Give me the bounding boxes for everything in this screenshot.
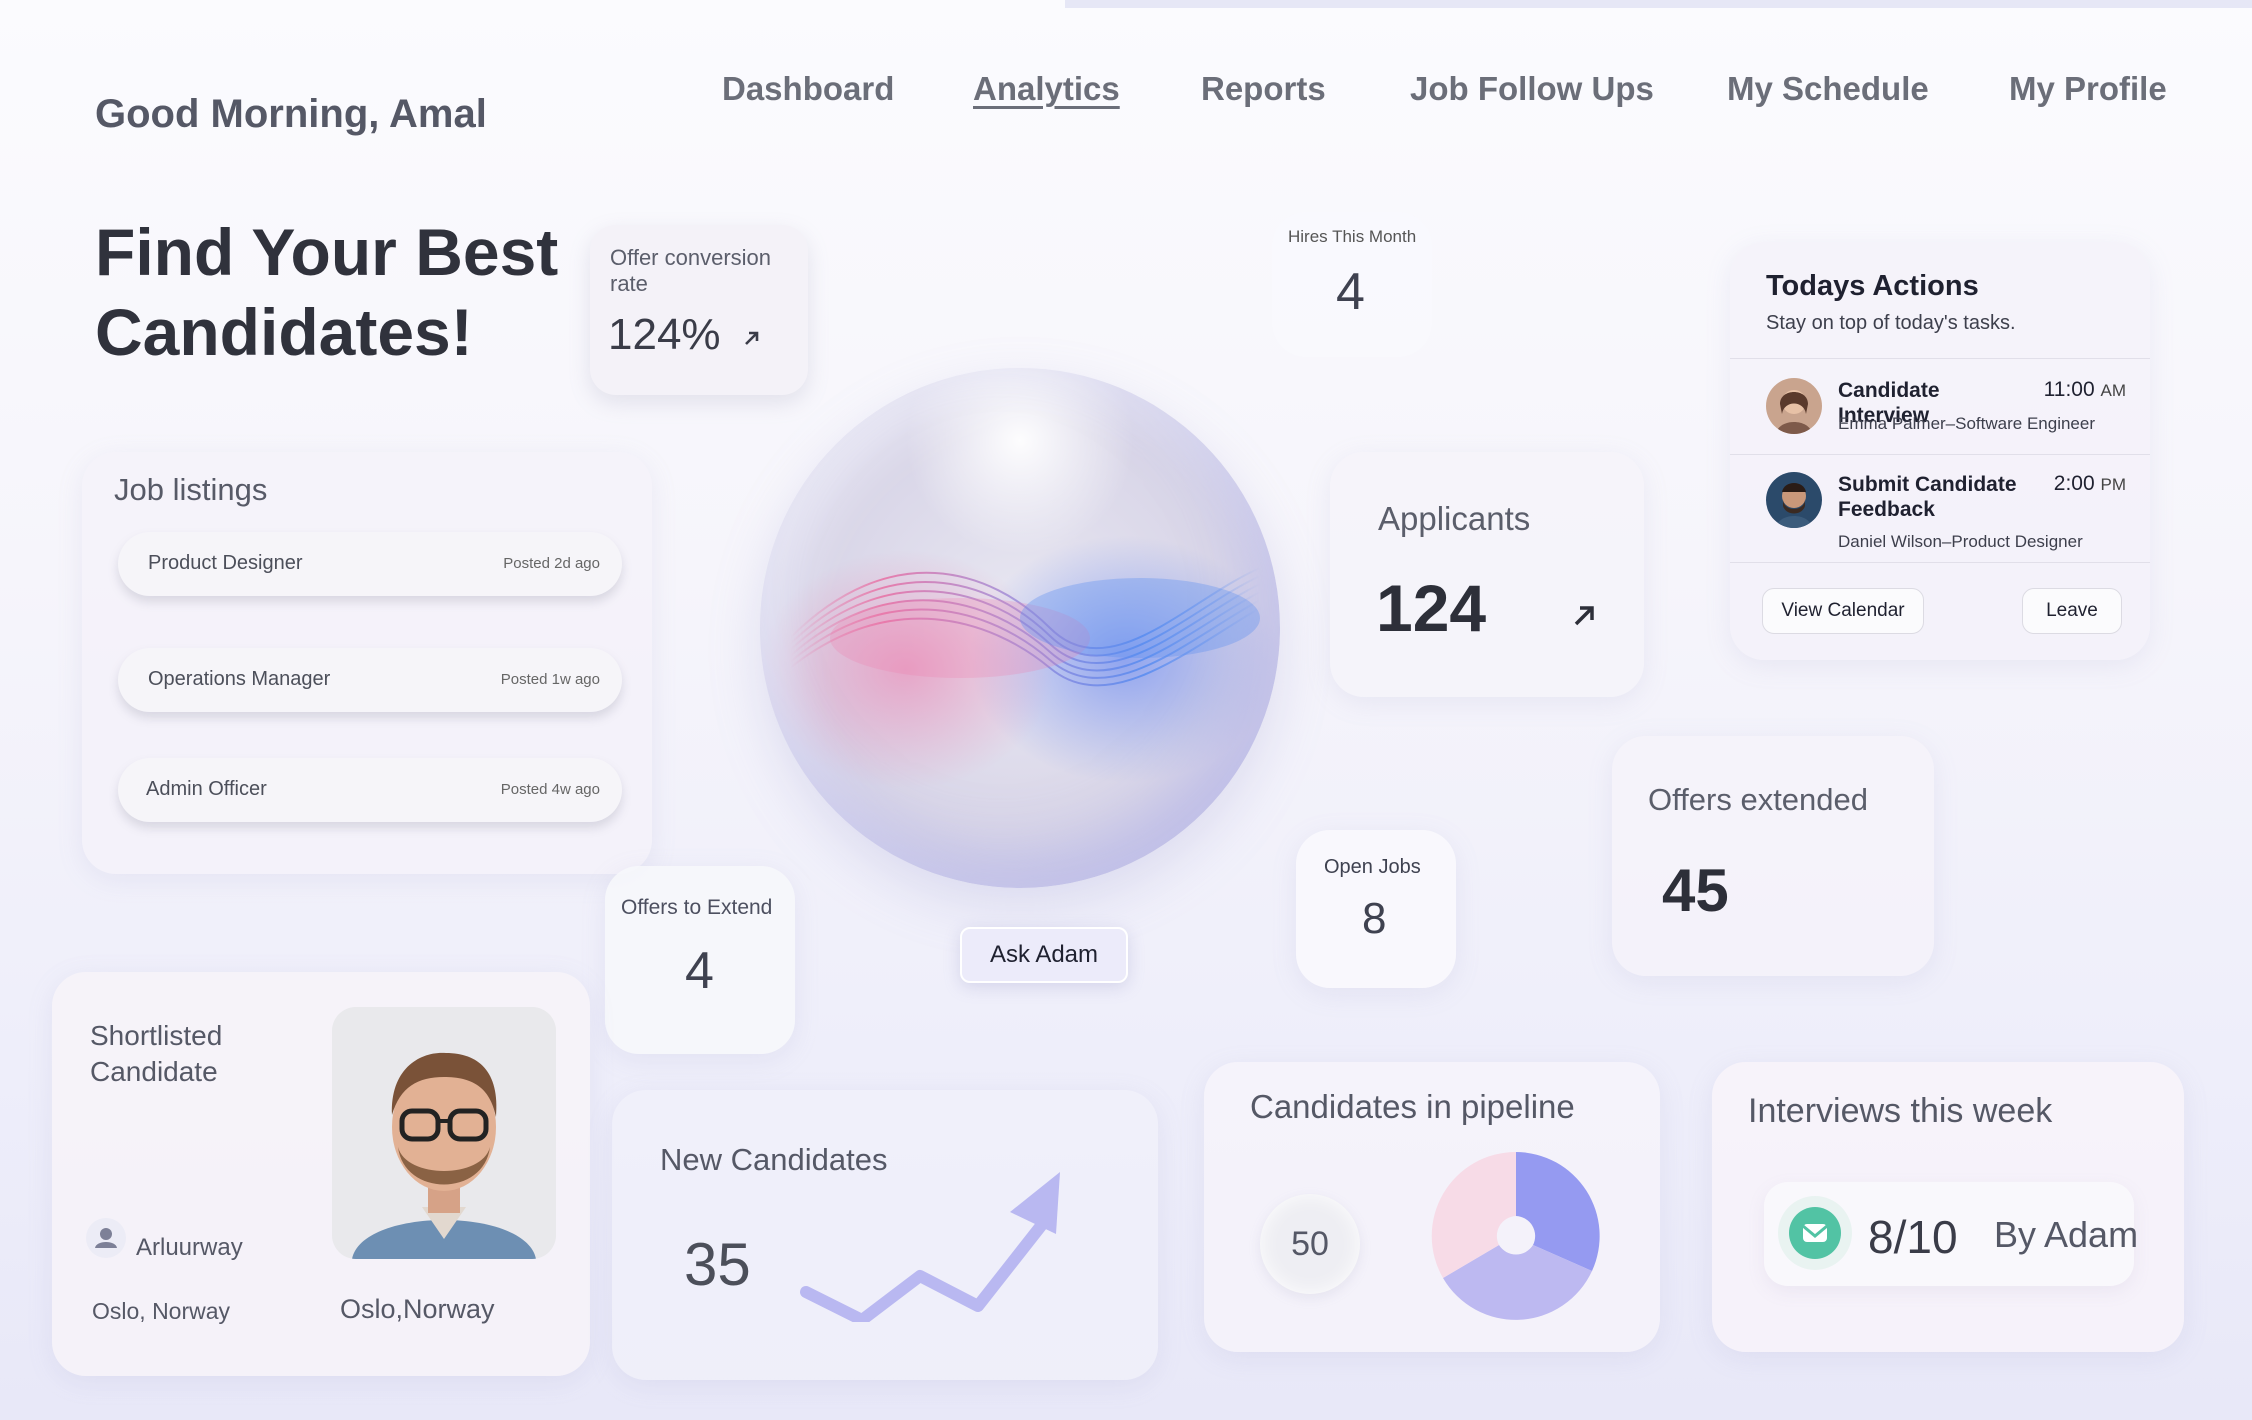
todays-actions-title: Todays Actions [1766, 270, 1979, 302]
hires-this-month-label: Hires This Month [1288, 227, 1417, 246]
task-time: 11:00 AM [2044, 378, 2126, 402]
leave-button[interactable]: Leave [2022, 588, 2122, 634]
job-listing-item[interactable]: Product Designer Posted 2d ago [118, 532, 622, 596]
task-time-value: 2:00 [2053, 472, 2095, 495]
avatar [1766, 378, 1822, 434]
job-listings-title: Job listings [114, 472, 268, 507]
interviews-by: By Adam [1994, 1214, 2139, 1255]
interviews-stat: 8/10 By Adam [1764, 1182, 2138, 1286]
open-jobs-card: Open Jobs 8 [1296, 830, 1456, 988]
offers-to-extend-card: Offers to Extend 4 [605, 866, 795, 1054]
hero-title: Find Your Best Candidates! [95, 212, 558, 372]
avatar [1766, 472, 1822, 528]
job-listings-card: Job listings Product Designer Posted 2d … [82, 452, 652, 874]
hero-line-1: Find Your Best [95, 215, 559, 289]
applicants-value: 124 [1376, 571, 1487, 645]
candidate-location: Oslo, Norway [92, 1298, 231, 1324]
job-title: Operations Manager [148, 668, 331, 690]
user-icon [86, 1218, 126, 1258]
nav-analytics[interactable]: Analytics [973, 70, 1120, 107]
todays-actions-card: Todays Actions Stay on top of today's ta… [1730, 242, 2150, 660]
hires-this-month-card: Hires This Month 4 [1272, 212, 1432, 357]
applicants-label: Applicants [1378, 500, 1531, 537]
hero-line-2: Candidates! [95, 295, 473, 369]
new-candidates-label: New Candidates [660, 1142, 888, 1177]
job-posted-date: Posted 4w ago [500, 781, 600, 798]
offers-to-extend-value: 4 [685, 942, 714, 1000]
greeting: Good Morning, Amal [95, 92, 487, 136]
shortlisted-label: Shortlisted Candidate [90, 1020, 223, 1087]
job-listing-item[interactable]: Operations Manager Posted 1w ago [118, 648, 622, 712]
offers-extended-card: Offers extended 45 [1612, 736, 1934, 976]
open-jobs-label: Open Jobs [1324, 856, 1421, 878]
todays-actions-subtitle: Stay on top of today's tasks. [1766, 312, 2016, 334]
pipeline-card: Candidates in pipeline 50 [1204, 1062, 1660, 1352]
ask-adam-button[interactable]: Ask Adam [960, 927, 1128, 983]
arrow-up-right-icon [1574, 606, 1594, 626]
offer-conversion-value: 124% [608, 310, 763, 360]
hires-this-month-value: 4 [1336, 263, 1365, 321]
task-time-period: PM [2100, 475, 2127, 494]
offer-conversion-label: Offer conversion rate [610, 245, 772, 296]
top-accent-bar [1065, 0, 2252, 8]
task-item[interactable]: Candidate Interview 11:00 AM Emma Palmer… [1766, 378, 2136, 448]
offers-to-extend-label: Offers to Extend [621, 896, 773, 919]
job-title: Admin Officer [146, 778, 267, 800]
divider [1730, 358, 2150, 359]
nav-dashboard[interactable]: Dashboard [722, 70, 895, 107]
view-calendar-button[interactable]: View Calendar [1762, 588, 1924, 634]
candidate-photo [332, 1007, 556, 1259]
job-posted-date: Posted 2d ago [503, 555, 600, 572]
task-title: Submit Candidate Feedback [1838, 473, 2017, 521]
ai-orb[interactable] [760, 368, 1280, 888]
job-title: Product Designer [148, 552, 303, 574]
pipeline-label: Candidates in pipeline [1250, 1088, 1575, 1125]
task-title: Candidate Interview [1838, 379, 1940, 427]
task-time-value: 11:00 [2043, 378, 2095, 401]
candidate-name: Arluurway [136, 1234, 243, 1261]
nav-job-follow-ups[interactable]: Job Follow Ups [1410, 70, 1654, 107]
trend-up-icon [800, 1172, 1060, 1322]
interviews-card: Interviews this week 8/10 By Adam [1712, 1062, 2184, 1352]
nav-reports[interactable]: Reports [1201, 70, 1326, 107]
shortlisted-candidate-card: Shortlisted Candidate Arluurway Oslo, No… [52, 972, 590, 1376]
task-item[interactable]: Submit Candidate Feedback 2:00 PM Daniel… [1766, 472, 2136, 562]
orb-wave-graphic [789, 567, 1261, 687]
divider [1730, 454, 2150, 455]
new-candidates-value: 35 [684, 1231, 751, 1298]
task-description: Emma Palmer–Software Engineer [1838, 414, 2096, 433]
job-listing-item[interactable]: Admin Officer Posted 4w ago [118, 758, 622, 822]
offer-conversion-card: Offer conversion rate 124% [590, 225, 808, 395]
interviews-label: Interviews this week [1748, 1092, 2053, 1130]
nav-my-profile[interactable]: My Profile [2009, 70, 2167, 107]
interviews-value: 8/10 [1868, 1211, 1958, 1263]
new-candidates-card: New Candidates 35 [612, 1090, 1158, 1380]
nav-my-schedule[interactable]: My Schedule [1727, 70, 1929, 107]
job-posted-date: Posted 1w ago [500, 671, 600, 688]
applicants-card: Applicants 124 [1330, 452, 1644, 697]
mail-icon [1778, 1196, 1852, 1270]
task-time-period: AM [2100, 381, 2127, 400]
pipeline-value: 50 [1260, 1194, 1360, 1294]
candidate-photo-location: Oslo,Norway [340, 1294, 495, 1324]
pipeline-donut-chart [1431, 1151, 1600, 1320]
open-jobs-value: 8 [1362, 894, 1387, 943]
task-description: Daniel Wilson–Product Designer [1838, 532, 2083, 551]
arrow-up-right-icon [744, 331, 759, 345]
offers-extended-label: Offers extended [1648, 782, 1869, 817]
divider [1730, 562, 2150, 563]
offers-extended-value: 45 [1662, 857, 1729, 924]
offer-conversion-number: 124% [608, 310, 721, 359]
task-time: 2:00 PM [2054, 472, 2126, 496]
